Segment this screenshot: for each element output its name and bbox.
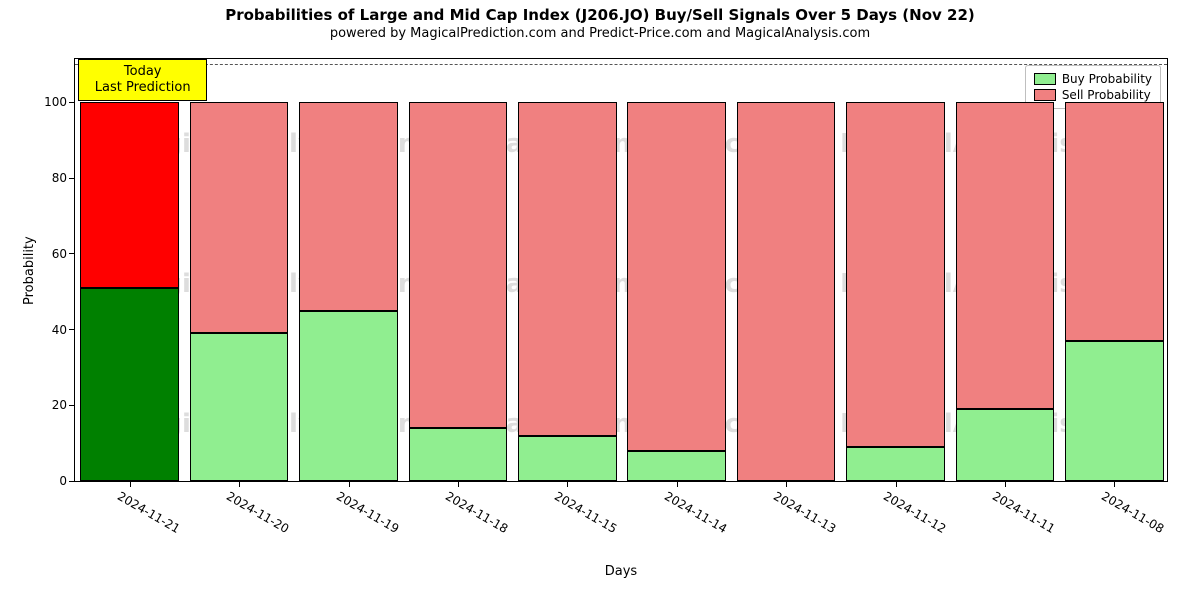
- x-axis-label: Days: [571, 564, 671, 579]
- bar-buy: [299, 311, 397, 481]
- y-tick-mark: [69, 329, 75, 330]
- x-tick-label: 2024-11-08: [1099, 489, 1166, 536]
- y-tick-label: 100: [27, 95, 67, 109]
- y-tick-label: 20: [27, 398, 67, 412]
- x-tick-label: 2024-11-20: [224, 489, 291, 536]
- x-tick-label: 2024-11-13: [771, 489, 838, 536]
- x-tick-mark: [458, 481, 459, 487]
- bar-sell: [627, 102, 725, 450]
- x-tick-label: 2024-11-14: [662, 489, 729, 536]
- x-tick-mark: [677, 481, 678, 487]
- x-tick-mark: [130, 481, 131, 487]
- x-tick-mark: [786, 481, 787, 487]
- bar-slot: [737, 59, 835, 481]
- bar-buy: [956, 409, 1054, 481]
- bar-sell: [190, 102, 288, 333]
- bar-buy: [627, 451, 725, 481]
- y-tick-mark: [69, 481, 75, 482]
- y-tick-mark: [69, 253, 75, 254]
- bar-buy: [518, 436, 616, 481]
- y-tick-label: 40: [27, 323, 67, 337]
- bar-sell: [80, 102, 178, 288]
- x-tick-mark: [1005, 481, 1006, 487]
- y-tick-label: 80: [27, 171, 67, 185]
- x-tick-mark: [349, 481, 350, 487]
- bar-buy: [1065, 341, 1163, 481]
- bar-slot: [80, 59, 178, 481]
- bar-slot: [299, 59, 397, 481]
- bar-slot: [1065, 59, 1163, 481]
- bar-buy: [846, 447, 944, 481]
- y-tick-label: 60: [27, 247, 67, 261]
- chart-subtitle: powered by MagicalPrediction.com and Pre…: [0, 26, 1200, 41]
- bar-sell: [846, 102, 944, 447]
- x-tick-mark: [896, 481, 897, 487]
- x-tick-mark: [239, 481, 240, 487]
- chart-titles: Probabilities of Large and Mid Cap Index…: [0, 6, 1200, 41]
- bar-slot: [190, 59, 288, 481]
- bar-buy: [80, 288, 178, 481]
- bar-buy: [409, 428, 507, 481]
- bar-buy: [190, 333, 288, 481]
- bar-sell: [409, 102, 507, 428]
- bar-slot: [956, 59, 1054, 481]
- x-tick-mark: [567, 481, 568, 487]
- chart-title: Probabilities of Large and Mid Cap Index…: [0, 6, 1200, 24]
- bar-sell: [518, 102, 616, 435]
- bar-slot: [518, 59, 616, 481]
- x-tick-label: 2024-11-21: [115, 489, 182, 536]
- y-tick-mark: [69, 102, 75, 103]
- bar-sell: [956, 102, 1054, 409]
- bar-slot: [409, 59, 507, 481]
- bar-sell: [737, 102, 835, 481]
- plot-area: Today Last Prediction Buy Probability Se…: [74, 58, 1168, 482]
- bar-sell: [299, 102, 397, 310]
- y-tick-label: 0: [27, 474, 67, 488]
- x-tick-label: 2024-11-11: [990, 489, 1057, 536]
- bar-sell: [1065, 102, 1163, 341]
- y-tick-mark: [69, 405, 75, 406]
- x-tick-label: 2024-11-18: [443, 489, 510, 536]
- y-tick-mark: [69, 178, 75, 179]
- bar-slot: [627, 59, 725, 481]
- x-tick-label: 2024-11-15: [552, 489, 619, 536]
- x-tick-mark: [1114, 481, 1115, 487]
- x-tick-label: 2024-11-19: [334, 489, 401, 536]
- x-tick-label: 2024-11-12: [881, 489, 948, 536]
- bar-slot: [846, 59, 944, 481]
